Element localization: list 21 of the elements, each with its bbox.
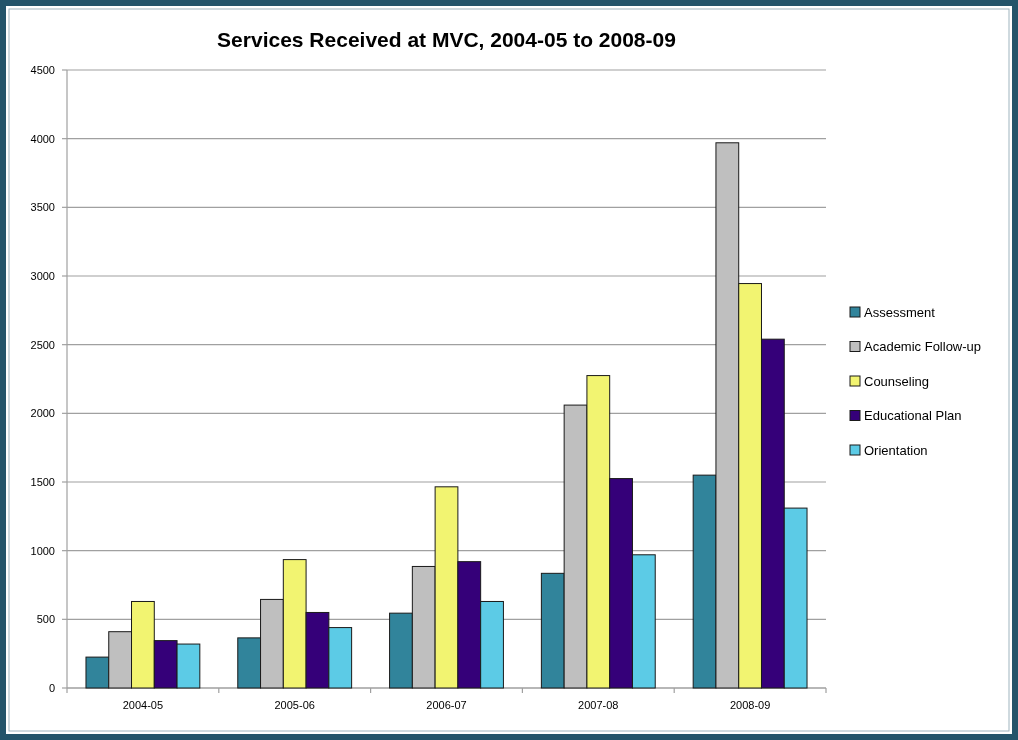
legend-label: Orientation — [864, 442, 928, 458]
y-tick-label: 2500 — [30, 338, 55, 351]
x-tick-label: 2007-08 — [578, 699, 619, 711]
y-tick-label: 2000 — [30, 407, 55, 420]
y-tick-label: 3500 — [30, 201, 55, 214]
legend-label: Counseling — [864, 373, 930, 389]
y-tick-label: 3000 — [30, 269, 55, 282]
legend-label: Educational Plan — [864, 408, 962, 424]
chart-title: Services Received at MVC, 2004-05 to 2008-09 — [217, 28, 676, 51]
y-tick-label: 1500 — [30, 475, 55, 488]
y-tick-label: 1000 — [30, 544, 55, 557]
legend-label: Academic Follow-up — [864, 339, 982, 355]
y-tick-label: 4500 — [30, 63, 55, 76]
x-tick-label: 2006-07 — [426, 699, 467, 711]
x-tick-label: 2004-05 — [122, 699, 164, 711]
x-tick-label: 2005-06 — [274, 699, 315, 711]
x-tick-label: 2008-09 — [729, 699, 771, 711]
legend-label: Assessment — [864, 304, 936, 320]
y-tick-label: 0 — [48, 681, 55, 694]
y-tick-label: 500 — [36, 613, 55, 626]
y-tick-label: 4000 — [30, 132, 55, 145]
